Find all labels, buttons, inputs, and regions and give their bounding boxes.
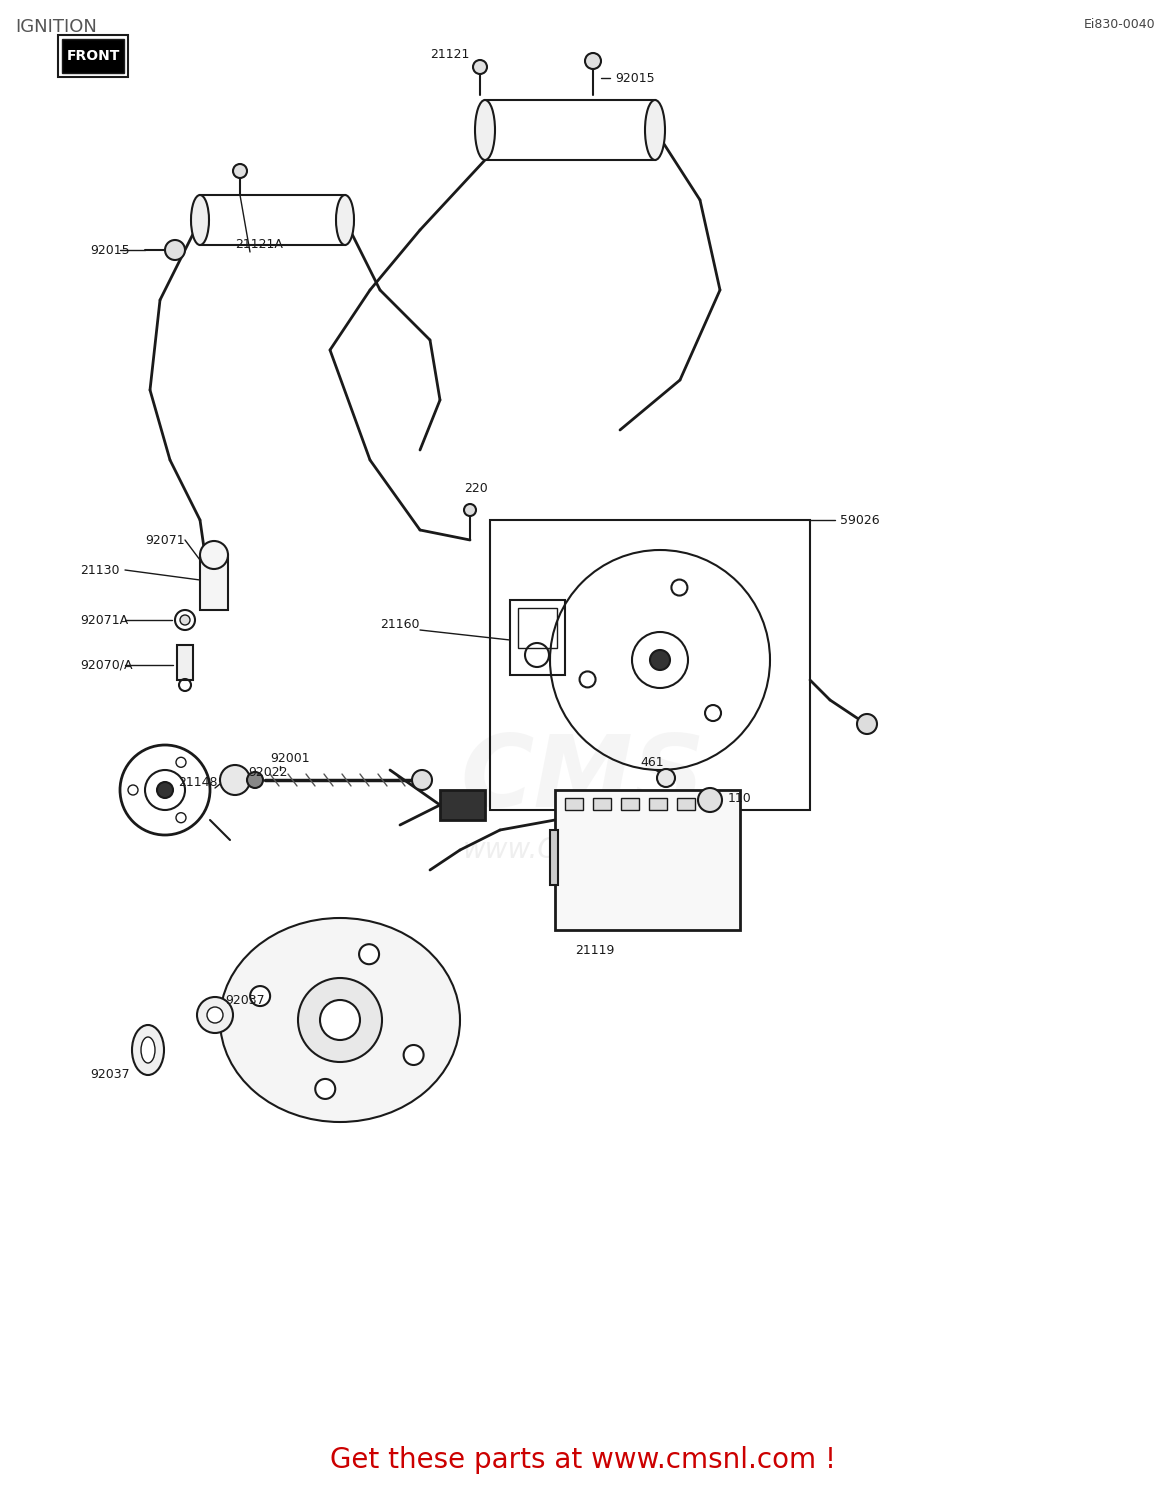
Text: 92071A: 92071A [80,614,128,627]
Ellipse shape [132,1024,164,1075]
Text: 92001: 92001 [271,752,310,765]
Bar [555,790,740,930]
Text: IGNITION: IGNITION [15,18,97,36]
Circle shape [157,782,173,798]
Text: 92037: 92037 [225,993,265,1006]
Circle shape [403,1046,423,1065]
Circle shape [233,164,247,178]
Text: 92015: 92015 [90,243,129,256]
Ellipse shape [336,195,354,244]
Text: 21160: 21160 [380,618,420,632]
Circle shape [473,60,487,74]
Text: 59026: 59026 [840,513,879,526]
Text: FRONT: FRONT [66,50,120,63]
Circle shape [672,579,688,596]
Circle shape [197,998,233,1033]
Circle shape [649,650,670,670]
Circle shape [201,542,229,568]
Circle shape [166,240,185,260]
Bar [510,600,566,675]
Circle shape [208,1007,223,1023]
Circle shape [857,714,877,734]
Circle shape [464,504,476,516]
Ellipse shape [220,918,461,1122]
Circle shape [176,758,187,768]
Ellipse shape [141,1036,155,1064]
Text: 21121: 21121 [430,48,470,62]
Ellipse shape [475,100,496,160]
Circle shape [412,770,431,790]
Circle shape [580,672,596,687]
Circle shape [656,770,675,788]
Bar [58,34,128,76]
Bar [201,195,345,244]
Text: CMS: CMS [461,732,705,828]
Bar [62,39,124,74]
Text: Get these parts at www.cmsnl.com !: Get these parts at www.cmsnl.com ! [330,1446,836,1474]
Bar [621,798,639,810]
Ellipse shape [191,195,209,244]
Circle shape [359,944,379,964]
Text: 92022: 92022 [248,765,288,778]
Circle shape [319,1000,360,1039]
Bar [566,798,583,810]
Bar [177,645,194,680]
Text: 21148: 21148 [178,776,218,789]
Text: 92070/A: 92070/A [80,658,133,672]
Circle shape [128,784,138,795]
Circle shape [176,813,187,822]
Bar [485,100,655,160]
Text: 21130: 21130 [80,564,119,576]
Bar [201,555,229,610]
Text: 21121A: 21121A [236,238,283,252]
Circle shape [220,765,250,795]
Bar [518,608,557,648]
Text: Ei830-0040: Ei830-0040 [1083,18,1156,32]
Circle shape [585,53,600,69]
Circle shape [315,1078,336,1100]
Circle shape [705,705,721,722]
Bar [649,798,667,810]
Bar [440,790,485,820]
Text: 461: 461 [640,756,663,768]
Circle shape [698,788,722,812]
Text: 220: 220 [464,482,487,495]
Circle shape [251,986,271,1006]
Bar [677,798,695,810]
Text: 92037: 92037 [90,1068,129,1082]
Bar [593,798,611,810]
Text: www.CMSNL.com: www.CMSNL.com [463,836,703,864]
Bar [550,830,559,885]
Text: 92071: 92071 [145,534,184,546]
Text: 110: 110 [728,792,752,804]
Ellipse shape [645,100,665,160]
Bar [490,520,810,810]
Text: 21119: 21119 [575,944,614,957]
Circle shape [298,978,382,1062]
Circle shape [180,615,190,626]
Circle shape [247,772,264,788]
Text: 92015: 92015 [614,72,654,84]
